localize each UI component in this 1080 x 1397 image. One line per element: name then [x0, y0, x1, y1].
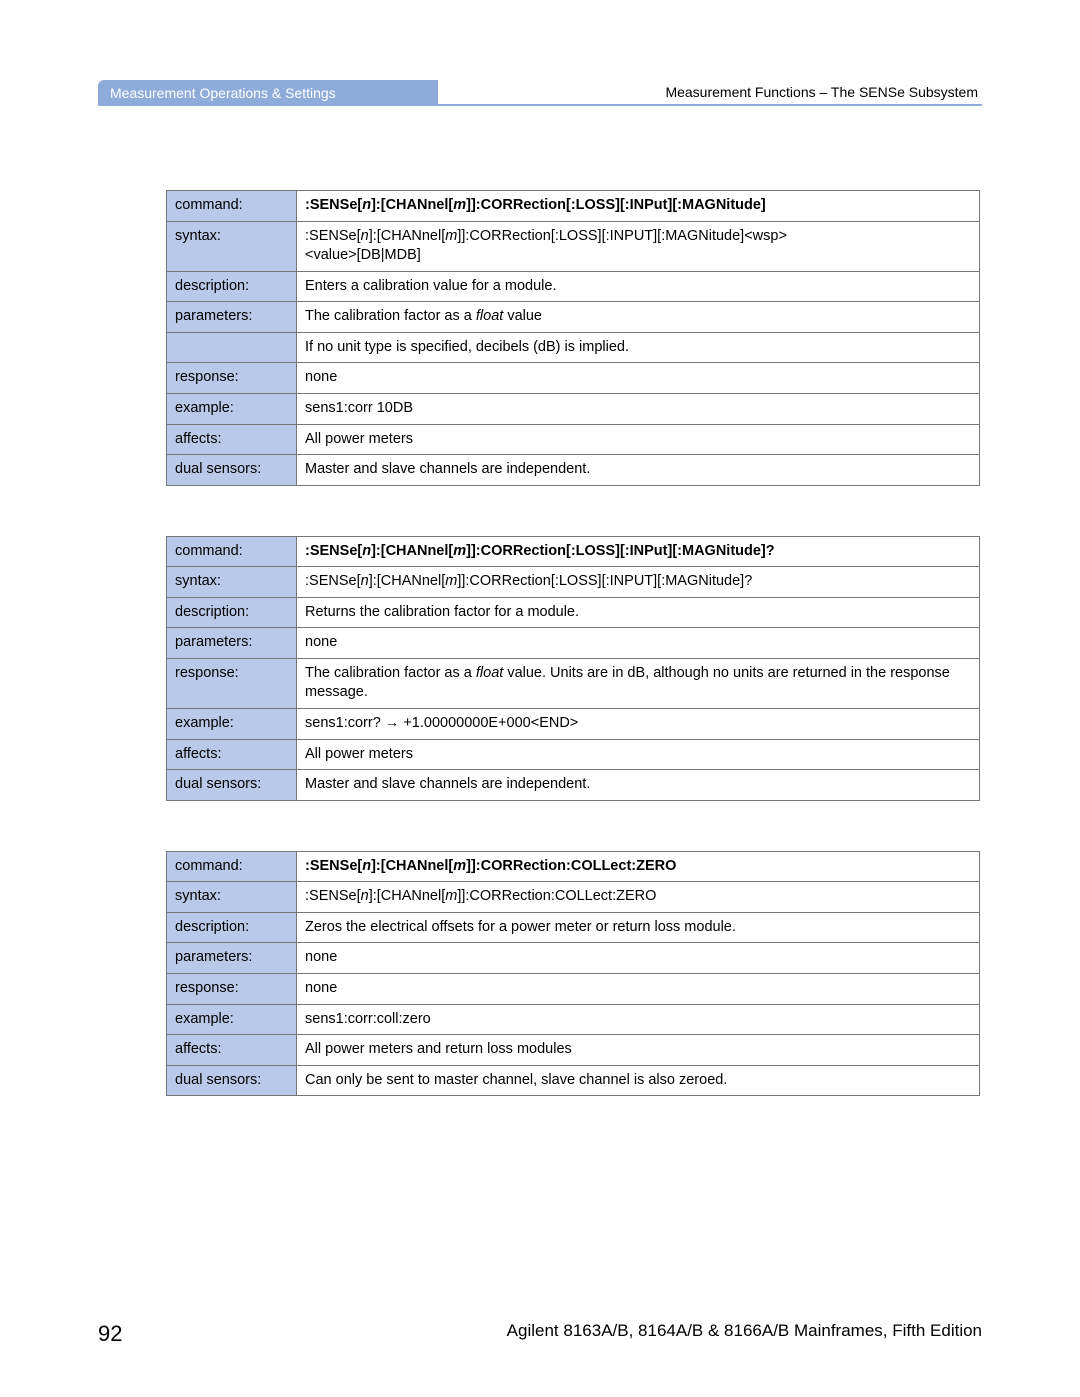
- row-label: affects:: [167, 739, 297, 770]
- row-value: :SENSe[n]:[CHANnel[m]]:CORRection[:LOSS]…: [297, 536, 980, 567]
- row-label: example:: [167, 393, 297, 424]
- table-row: description:Returns the calibration fact…: [167, 597, 980, 628]
- row-label: parameters:: [167, 943, 297, 974]
- table-row: syntax::SENSe[n]:[CHANnel[m]]:CORRection…: [167, 567, 980, 598]
- row-value: sens1:corr? → +1.00000000E+000<END>: [297, 709, 980, 740]
- row-label: command:: [167, 191, 297, 222]
- content-area: command::SENSe[n]:[CHANnel[m]]:CORRectio…: [166, 190, 980, 1146]
- row-value: none: [297, 363, 980, 394]
- row-value: The calibration factor as a float value: [297, 302, 980, 333]
- row-value: :SENSe[n]:[CHANnel[m]]:CORRection:COLLec…: [297, 882, 980, 913]
- table-row: command::SENSe[n]:[CHANnel[m]]:CORRectio…: [167, 536, 980, 567]
- table-row: parameters:The calibration factor as a f…: [167, 302, 980, 333]
- row-label: response:: [167, 658, 297, 708]
- row-value: :SENSe[n]:[CHANnel[m]]:CORRection:COLLec…: [297, 851, 980, 882]
- command-table: command::SENSe[n]:[CHANnel[m]]:CORRectio…: [166, 536, 980, 801]
- row-label: example:: [167, 1004, 297, 1035]
- row-value: sens1:corr 10DB: [297, 393, 980, 424]
- table-row: dual sensors:Can only be sent to master …: [167, 1065, 980, 1096]
- table-row: response:none: [167, 363, 980, 394]
- table-row: affects:All power meters: [167, 424, 980, 455]
- footer-edition: Agilent 8163A/B, 8164A/B & 8166A/B Mainf…: [507, 1321, 982, 1347]
- header-right-title: Measurement Functions – The SENSe Subsys…: [438, 80, 982, 106]
- row-value: If no unit type is specified, decibels (…: [297, 332, 980, 363]
- page-number: 92: [98, 1321, 122, 1347]
- table-row: response:none: [167, 973, 980, 1004]
- row-value: Can only be sent to master channel, slav…: [297, 1065, 980, 1096]
- row-value: none: [297, 943, 980, 974]
- table-row: example:sens1:corr:coll:zero: [167, 1004, 980, 1035]
- row-label: parameters:: [167, 628, 297, 659]
- row-value: :SENSe[n]:[CHANnel[m]]:CORRection[:LOSS]…: [297, 221, 980, 271]
- row-value: The calibration factor as a float value.…: [297, 658, 980, 708]
- table-row: If no unit type is specified, decibels (…: [167, 332, 980, 363]
- row-label: syntax:: [167, 882, 297, 913]
- row-value: sens1:corr:coll:zero: [297, 1004, 980, 1035]
- command-table: command::SENSe[n]:[CHANnel[m]]:CORRectio…: [166, 190, 980, 486]
- row-value: none: [297, 628, 980, 659]
- row-value: Master and slave channels are independen…: [297, 770, 980, 801]
- row-label: [167, 332, 297, 363]
- row-label: description:: [167, 597, 297, 628]
- table-row: dual sensors:Master and slave channels a…: [167, 455, 980, 486]
- row-label: syntax:: [167, 567, 297, 598]
- row-value: All power meters: [297, 739, 980, 770]
- row-label: response:: [167, 363, 297, 394]
- command-table: command::SENSe[n]:[CHANnel[m]]:CORRectio…: [166, 851, 980, 1097]
- row-label: command:: [167, 851, 297, 882]
- row-label: dual sensors:: [167, 770, 297, 801]
- row-value: Returns the calibration factor for a mod…: [297, 597, 980, 628]
- row-value: All power meters and return loss modules: [297, 1035, 980, 1066]
- row-value: :SENSe[n]:[CHANnel[m]]:CORRection[:LOSS]…: [297, 191, 980, 222]
- row-label: description:: [167, 912, 297, 943]
- table-row: affects:All power meters: [167, 739, 980, 770]
- row-label: dual sensors:: [167, 455, 297, 486]
- row-label: syntax:: [167, 221, 297, 271]
- row-value: Master and slave channels are independen…: [297, 455, 980, 486]
- row-label: response:: [167, 973, 297, 1004]
- table-row: parameters:none: [167, 628, 980, 659]
- table-row: affects:All power meters and return loss…: [167, 1035, 980, 1066]
- row-label: example:: [167, 709, 297, 740]
- row-label: affects:: [167, 1035, 297, 1066]
- row-label: affects:: [167, 424, 297, 455]
- table-row: syntax::SENSe[n]:[CHANnel[m]]:CORRection…: [167, 882, 980, 913]
- row-label: description:: [167, 271, 297, 302]
- table-row: dual sensors:Master and slave channels a…: [167, 770, 980, 801]
- row-value: none: [297, 973, 980, 1004]
- table-row: description:Zeros the electrical offsets…: [167, 912, 980, 943]
- table-row: response:The calibration factor as a flo…: [167, 658, 980, 708]
- table-row: example:sens1:corr? → +1.00000000E+000<E…: [167, 709, 980, 740]
- footer: 92 Agilent 8163A/B, 8164A/B & 8166A/B Ma…: [98, 1321, 982, 1347]
- row-value: Zeros the electrical offsets for a power…: [297, 912, 980, 943]
- table-row: command::SENSe[n]:[CHANnel[m]]:CORRectio…: [167, 851, 980, 882]
- table-row: command::SENSe[n]:[CHANnel[m]]:CORRectio…: [167, 191, 980, 222]
- table-row: description:Enters a calibration value f…: [167, 271, 980, 302]
- row-value: All power meters: [297, 424, 980, 455]
- header-left-tab: Measurement Operations & Settings: [98, 80, 438, 106]
- row-label: parameters:: [167, 302, 297, 333]
- row-value: :SENSe[n]:[CHANnel[m]]:CORRection[:LOSS]…: [297, 567, 980, 598]
- row-value: Enters a calibration value for a module.: [297, 271, 980, 302]
- row-label: dual sensors:: [167, 1065, 297, 1096]
- row-label: command:: [167, 536, 297, 567]
- table-row: parameters:none: [167, 943, 980, 974]
- table-row: syntax::SENSe[n]:[CHANnel[m]]:CORRection…: [167, 221, 980, 271]
- header-bar: Measurement Operations & Settings Measur…: [98, 80, 982, 106]
- table-row: example:sens1:corr 10DB: [167, 393, 980, 424]
